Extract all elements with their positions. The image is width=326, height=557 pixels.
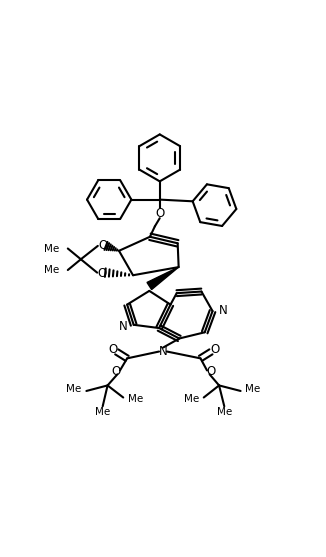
Polygon shape xyxy=(147,267,179,290)
Text: Me: Me xyxy=(44,243,60,253)
Text: Me: Me xyxy=(217,407,232,417)
Text: O: O xyxy=(155,207,164,220)
Text: O: O xyxy=(206,365,215,378)
Text: Me: Me xyxy=(95,407,110,417)
Text: O: O xyxy=(97,267,107,280)
Text: Me: Me xyxy=(245,384,261,394)
Text: Me: Me xyxy=(184,394,199,404)
Text: O: O xyxy=(111,365,121,378)
Text: Me: Me xyxy=(128,394,143,404)
Text: N: N xyxy=(219,304,228,317)
Text: Me: Me xyxy=(44,265,60,275)
Text: N: N xyxy=(119,320,128,333)
Text: O: O xyxy=(210,344,219,356)
Text: O: O xyxy=(108,344,117,356)
Text: N: N xyxy=(159,345,167,358)
Text: Me: Me xyxy=(66,384,82,394)
Text: O: O xyxy=(98,239,107,252)
